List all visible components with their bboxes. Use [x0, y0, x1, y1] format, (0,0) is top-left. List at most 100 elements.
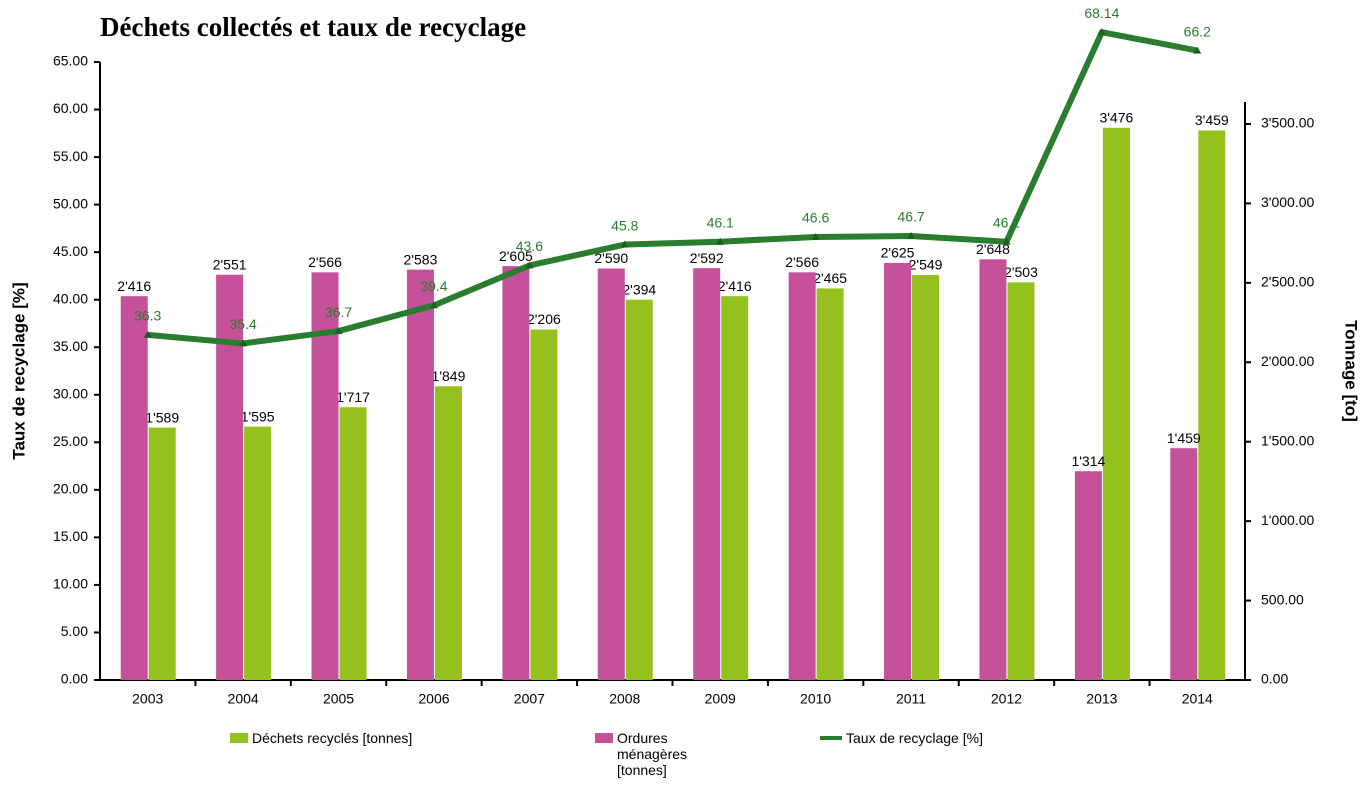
bar-value-label: 3'459: [1195, 112, 1229, 128]
bar-value-label: 2'592: [690, 250, 724, 266]
y-tick-label: 25.00: [53, 433, 88, 449]
y-axis-title: Taux de recyclage [%]: [9, 282, 28, 459]
bar: [884, 262, 912, 680]
bar: [1007, 282, 1035, 680]
y2-tick-label: 1'000.00: [1261, 512, 1314, 528]
y2-tick-label: 1'500.00: [1261, 432, 1314, 448]
y-tick-label: 55.00: [53, 148, 88, 164]
y2-tick-label: 500.00: [1261, 591, 1304, 607]
line-marker: [525, 261, 534, 269]
bar-value-label: 1'314: [1071, 453, 1105, 469]
line-value-label: 46.1: [707, 214, 734, 230]
legend-label: Taux de recyclage [%]: [846, 730, 983, 746]
bar-value-label: 2'394: [622, 281, 656, 297]
legend-swatch: [595, 733, 613, 743]
line-marker: [716, 237, 725, 245]
line-value-label: 36.3: [134, 308, 161, 324]
bar: [597, 268, 625, 680]
y2-axis-title: Tonnage [to]: [1342, 320, 1361, 422]
x-tick-label: 2011: [896, 691, 926, 707]
bar-value-label: 2'566: [308, 254, 342, 270]
y-tick-label: 10.00: [53, 576, 88, 592]
bar: [502, 266, 530, 680]
bar-value-label: 2'605: [499, 248, 533, 264]
x-tick-label: 2006: [418, 691, 449, 707]
bar: [1102, 127, 1130, 680]
y-tick-label: 15.00: [53, 528, 88, 544]
bar-value-label: 1'595: [241, 408, 275, 424]
x-tick-label: 2005: [323, 691, 354, 707]
line-marker: [1193, 46, 1202, 54]
bar: [788, 272, 816, 680]
bar: [1170, 448, 1198, 680]
bar-value-label: 1'589: [145, 409, 179, 425]
bar-value-label: 2'566: [785, 254, 819, 270]
line-value-label: 45.8: [611, 217, 638, 233]
bar: [625, 299, 653, 680]
line: [147, 29, 1198, 347]
y2-tick-label: 2'500.00: [1261, 274, 1314, 290]
line-value-label: 46.6: [802, 210, 829, 226]
line-marker: [620, 240, 629, 248]
x-tick-label: 2014: [1182, 691, 1213, 707]
chart-title: Déchets collectés et taux de recyclage: [100, 12, 526, 42]
bar-value-label: 2'206: [527, 311, 561, 327]
line-value-label: 68.14: [1084, 5, 1119, 21]
y-tick-label: 40.00: [53, 290, 88, 306]
line-value-label: 66.2: [1184, 23, 1211, 39]
y2-tick-label: 3'000.00: [1261, 194, 1314, 210]
bar: [693, 268, 721, 680]
legend-label: Déchets recyclés [tonnes]: [252, 730, 413, 746]
y2-tick-label: 3'500.00: [1261, 115, 1314, 131]
x-tick-label: 2003: [132, 691, 163, 707]
x-tick-label: 2004: [228, 691, 259, 707]
bar: [216, 274, 244, 680]
y-tick-label: 45.00: [53, 243, 88, 259]
y-tick-label: 5.00: [61, 623, 88, 639]
line-value-label: 36.7: [325, 304, 352, 320]
bar: [311, 272, 339, 680]
y-tick-label: 20.00: [53, 481, 88, 497]
line-marker: [1002, 237, 1011, 245]
line-value-label: 43.6: [516, 238, 543, 254]
line-value-label: 46.7: [897, 209, 924, 225]
bar: [406, 269, 434, 680]
bar-value-label: 1'849: [432, 368, 466, 384]
x-tick-label: 2013: [1086, 691, 1117, 707]
bar-value-label: 2'549: [909, 257, 943, 273]
legend-item: Déchets recyclés [tonnes]: [230, 730, 492, 746]
line-marker: [239, 339, 248, 347]
legend-item: Ordures ménagères [tonnes]: [595, 730, 697, 778]
bar-value-label: 2'465: [813, 270, 847, 286]
y2-tick-label: 2'000.00: [1261, 353, 1314, 369]
legend-item: Taux de recyclage [%]: [820, 730, 1046, 746]
bar-value-label: 1'717: [336, 389, 370, 405]
y-tick-label: 50.00: [53, 195, 88, 211]
bar: [1074, 471, 1102, 680]
line-marker: [429, 301, 438, 309]
bar-value-label: 2'551: [213, 256, 247, 272]
bar: [912, 275, 940, 680]
bar-value-label: 2'416: [117, 278, 151, 294]
x-tick-label: 2010: [800, 691, 831, 707]
bar-value-label: 2'625: [881, 245, 915, 261]
bar: [339, 407, 367, 680]
bar: [148, 427, 176, 680]
y-tick-label: 35.00: [53, 338, 88, 354]
line-value-label: 39.4: [420, 278, 447, 294]
y2-tick-label: 0.00: [1261, 671, 1288, 687]
y-tick-label: 65.00: [53, 53, 88, 69]
bar-value-label: 2'590: [594, 250, 628, 266]
bar-value-label: 1'459: [1167, 430, 1201, 446]
line-marker: [811, 232, 820, 240]
y-tick-label: 0.00: [61, 671, 88, 687]
y-tick-label: 60.00: [53, 100, 88, 116]
y-tick-label: 30.00: [53, 385, 88, 401]
bar-value-label: 2'416: [718, 278, 752, 294]
legend-swatch: [820, 736, 842, 740]
bar: [434, 386, 462, 680]
line-marker: [907, 231, 916, 239]
bar-value-label: 3'476: [1099, 109, 1133, 125]
